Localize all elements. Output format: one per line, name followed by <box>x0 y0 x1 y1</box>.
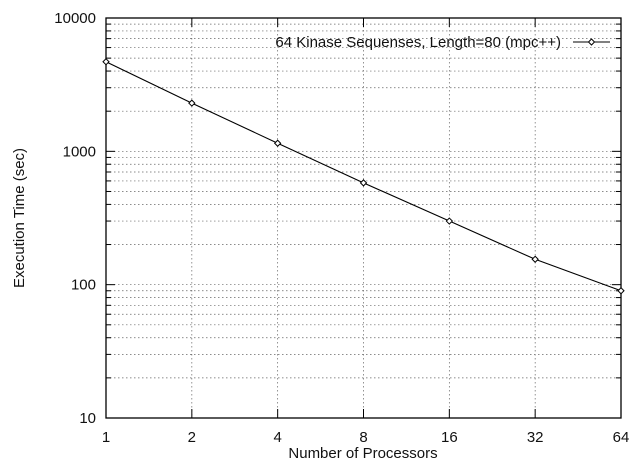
legend-marker-diamond <box>587 38 596 46</box>
data-point-marker <box>617 287 625 295</box>
x-axis-tick-labels: 1 2 4 8 16 32 64 <box>102 429 630 446</box>
grid <box>106 18 621 418</box>
data-point-marker <box>273 139 282 147</box>
data-point-marker <box>188 99 196 107</box>
x-tick-label: 64 <box>613 429 630 446</box>
axis-ticks <box>105 18 622 419</box>
x-axis-label: Number of Processors <box>288 445 437 462</box>
legend: 64 Kinase Sequenses, Length=80 (mpc++) <box>275 34 610 51</box>
data-point-marker <box>102 58 110 66</box>
x-tick-label: 16 <box>441 429 458 446</box>
y-tick-label: 10 <box>79 410 96 427</box>
y-tick-label: 100 <box>71 277 96 294</box>
data-point-marker <box>445 217 454 225</box>
data-series <box>102 58 625 295</box>
x-tick-label: 2 <box>188 429 196 446</box>
y-tick-label: 1000 <box>63 143 96 160</box>
x-tick-label: 8 <box>359 429 367 446</box>
data-point-marker <box>359 179 368 187</box>
y-axis-label: Execution Time (sec) <box>11 148 28 288</box>
y-tick-label: 10000 <box>54 10 96 27</box>
x-tick-label: 4 <box>273 429 281 446</box>
data-point-marker <box>531 255 539 263</box>
y-axis-tick-labels: 10 100 1000 10000 <box>54 10 96 427</box>
legend-entry-label: 64 Kinase Sequenses, Length=80 (mpc++) <box>275 34 561 51</box>
x-tick-label: 32 <box>527 429 544 446</box>
x-tick-label: 1 <box>102 429 110 446</box>
